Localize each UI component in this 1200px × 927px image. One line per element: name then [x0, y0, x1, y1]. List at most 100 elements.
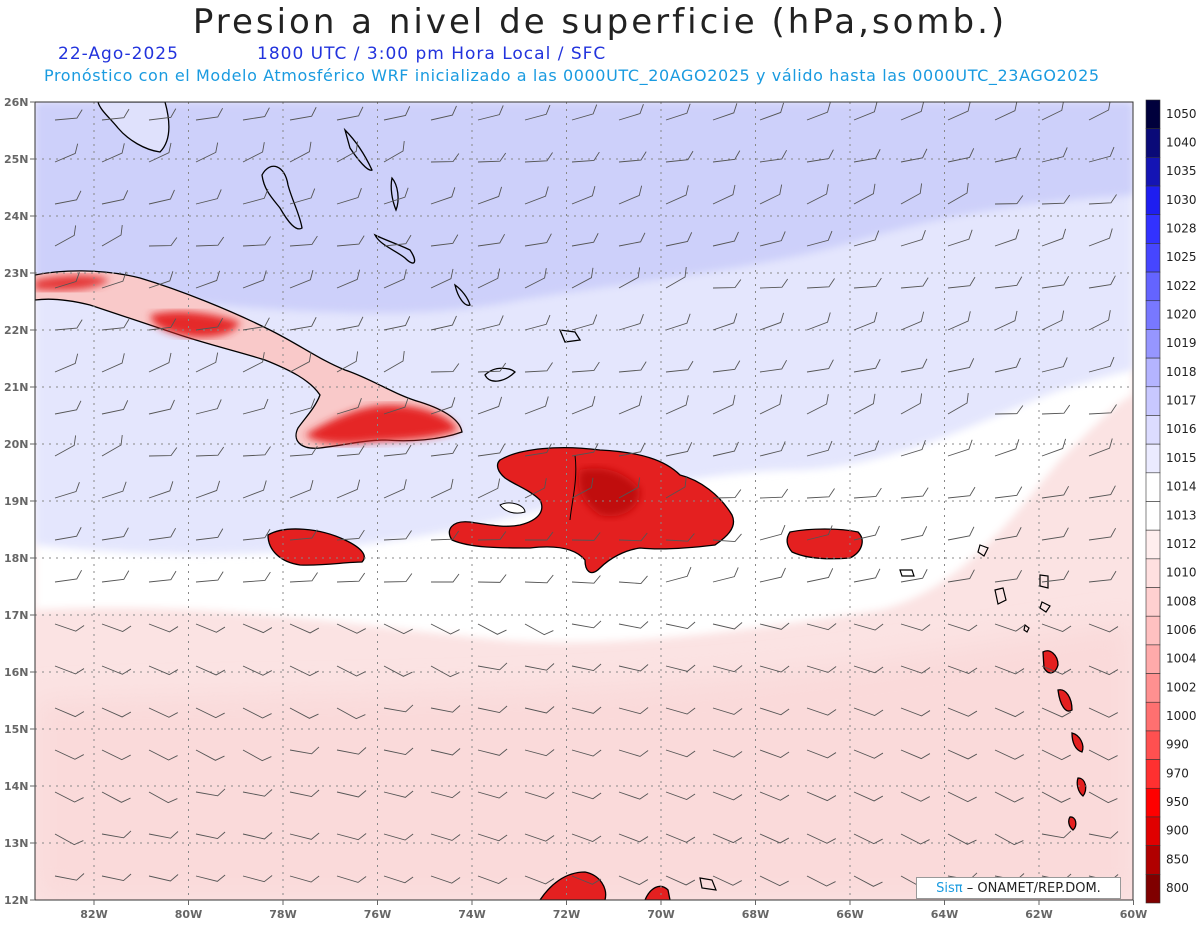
wind-barb [242, 571, 271, 583]
wind-barb [618, 707, 649, 715]
wind-barb [289, 789, 320, 798]
wind-barb [900, 569, 928, 583]
wind-barb [1088, 310, 1111, 331]
lat-label: 15N [4, 723, 29, 736]
wind-barb [242, 707, 272, 719]
wind-barb [900, 230, 926, 247]
wind-barb [900, 749, 931, 760]
wind-barb [1041, 275, 1070, 289]
wind-barb [618, 361, 647, 373]
wind-barb [477, 268, 501, 289]
wind-barb [618, 875, 649, 886]
wind-barb [524, 186, 549, 205]
wind-barb [665, 232, 693, 247]
wind-barb [947, 833, 977, 845]
wind-barb [1088, 275, 1116, 289]
wind-barb [336, 572, 366, 583]
wind-barb [900, 358, 928, 373]
wind-barb [806, 149, 834, 163]
wind-barb [947, 569, 975, 583]
wind-barb [383, 269, 407, 289]
wind-barb [712, 150, 741, 163]
wind-barb [947, 665, 978, 675]
lat-label: 14N [4, 780, 29, 793]
colorbar-label: 1022 [1166, 279, 1197, 293]
wind-barb [289, 529, 318, 541]
wind-barb [195, 399, 222, 415]
lat-label: 19N [4, 495, 29, 508]
wind-barb [759, 149, 788, 163]
wind-barb [994, 102, 1018, 121]
wind-barb [806, 184, 829, 205]
wind-barb [900, 791, 930, 802]
wind-barb [336, 445, 365, 457]
wind-barb [148, 623, 179, 633]
wind-barb [853, 487, 882, 499]
wind-barb [1041, 438, 1067, 457]
wind-barb [289, 665, 319, 677]
wind-barb [383, 397, 409, 415]
wind-barb [665, 621, 696, 630]
wind-barb [195, 749, 225, 761]
wind-barb [759, 184, 783, 205]
wind-barb [618, 575, 648, 584]
wind-barb [947, 276, 976, 289]
colorbar-swatch [1145, 644, 1161, 674]
wind-barb [148, 399, 175, 415]
wind-barb [195, 352, 219, 373]
wind-barb [712, 875, 742, 886]
wind-barb [665, 150, 694, 163]
wind-barb [54, 400, 82, 415]
wind-barb [524, 663, 555, 671]
wind-barb [853, 311, 878, 331]
colorbar-label: 1016 [1166, 422, 1197, 436]
hispaniola-island [448, 447, 735, 574]
wind-barb [383, 875, 414, 884]
lon-label: 78W [269, 908, 296, 921]
wind-barb [383, 444, 412, 457]
wind-barb [54, 623, 85, 632]
wind-barb [759, 791, 790, 801]
wind-barb [994, 665, 1025, 675]
wind-barb [524, 314, 551, 331]
wind-barb [853, 568, 881, 583]
onamet-logo: Sisπ – ONAMET/REP.DOM. [916, 877, 1121, 899]
wind-barb [900, 183, 923, 205]
wind-barb [618, 833, 649, 843]
wind-barb [477, 748, 508, 756]
wind-barb [665, 566, 692, 583]
wind-barb [242, 142, 265, 163]
wind-barb [242, 749, 272, 762]
lon-label: 62W [1025, 908, 1052, 921]
wind-barb [289, 107, 317, 121]
wind-barb [571, 833, 602, 843]
wind-barb [289, 572, 318, 583]
wind-barb [477, 362, 507, 373]
wind-barb [336, 316, 364, 331]
colorbar-label: 1040 [1166, 135, 1197, 149]
wind-barb [947, 749, 978, 760]
wind-barb [712, 622, 743, 630]
puerto-rico-island [786, 528, 863, 560]
wind-barb [336, 833, 367, 841]
colorbar-label: 800 [1166, 881, 1189, 895]
wind-barb [571, 663, 602, 672]
colorbar-label: 1025 [1166, 250, 1197, 264]
colorbar-swatch [1145, 558, 1161, 588]
wind-barb [1041, 791, 1071, 803]
wind-barb [242, 270, 267, 289]
wind-barb [853, 102, 878, 121]
wind-barb [1041, 404, 1071, 415]
wind-barb [336, 106, 364, 121]
wind-barb [524, 706, 555, 714]
wind-barb [571, 233, 599, 247]
wind-barb [759, 231, 786, 247]
wind-barb [618, 267, 641, 289]
wind-barb [665, 442, 693, 457]
lat-label: 23N [4, 267, 29, 280]
wind-barb [336, 141, 359, 163]
wind-barb [336, 623, 366, 634]
wind-barb [524, 574, 554, 584]
wind-barb [242, 528, 271, 541]
